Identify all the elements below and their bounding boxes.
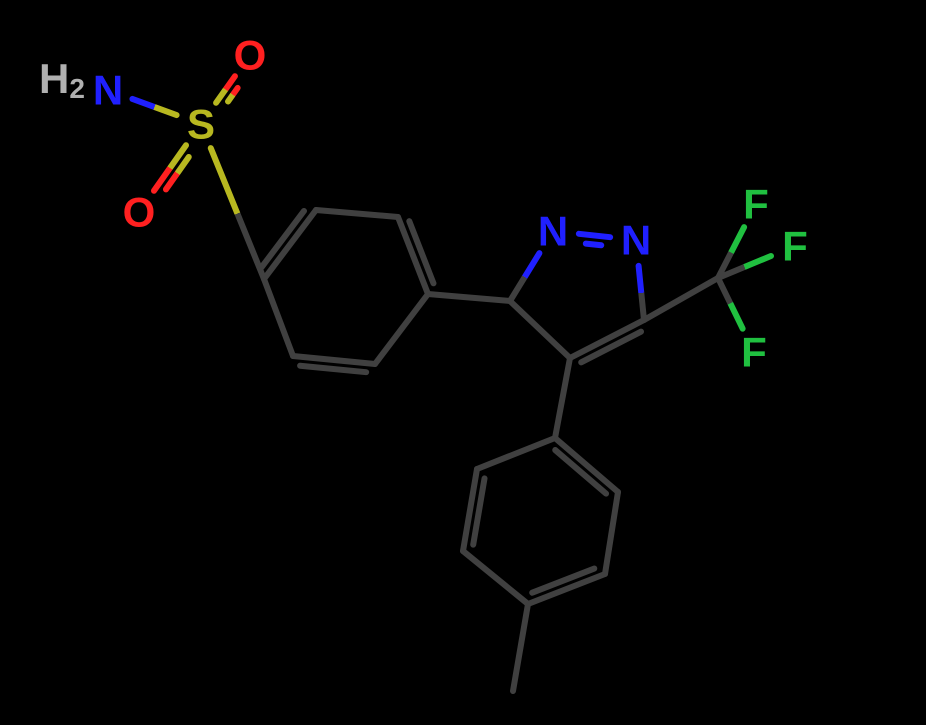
atom-S: S <box>187 101 215 148</box>
atom-O: O <box>234 32 267 79</box>
atom-F: F <box>741 329 767 376</box>
svg-text:N: N <box>621 217 651 264</box>
svg-text:F: F <box>741 329 767 376</box>
molecule-diagram: NNFFFSOONH2 <box>0 0 926 725</box>
atom-H: H2 <box>39 55 85 104</box>
atom-N: N <box>538 208 568 255</box>
svg-text:F: F <box>782 223 808 270</box>
atom-N: N <box>93 67 123 114</box>
svg-text:N: N <box>93 67 123 114</box>
atom-F: F <box>782 223 808 270</box>
svg-text:S: S <box>187 101 215 148</box>
svg-text:O: O <box>234 32 267 79</box>
atom-F: F <box>743 181 769 228</box>
svg-text:F: F <box>743 181 769 228</box>
svg-text:N: N <box>538 208 568 255</box>
atom-N: N <box>621 217 651 264</box>
atom-O: O <box>123 189 156 236</box>
svg-text:O: O <box>123 189 156 236</box>
svg-text:H2: H2 <box>39 55 85 104</box>
